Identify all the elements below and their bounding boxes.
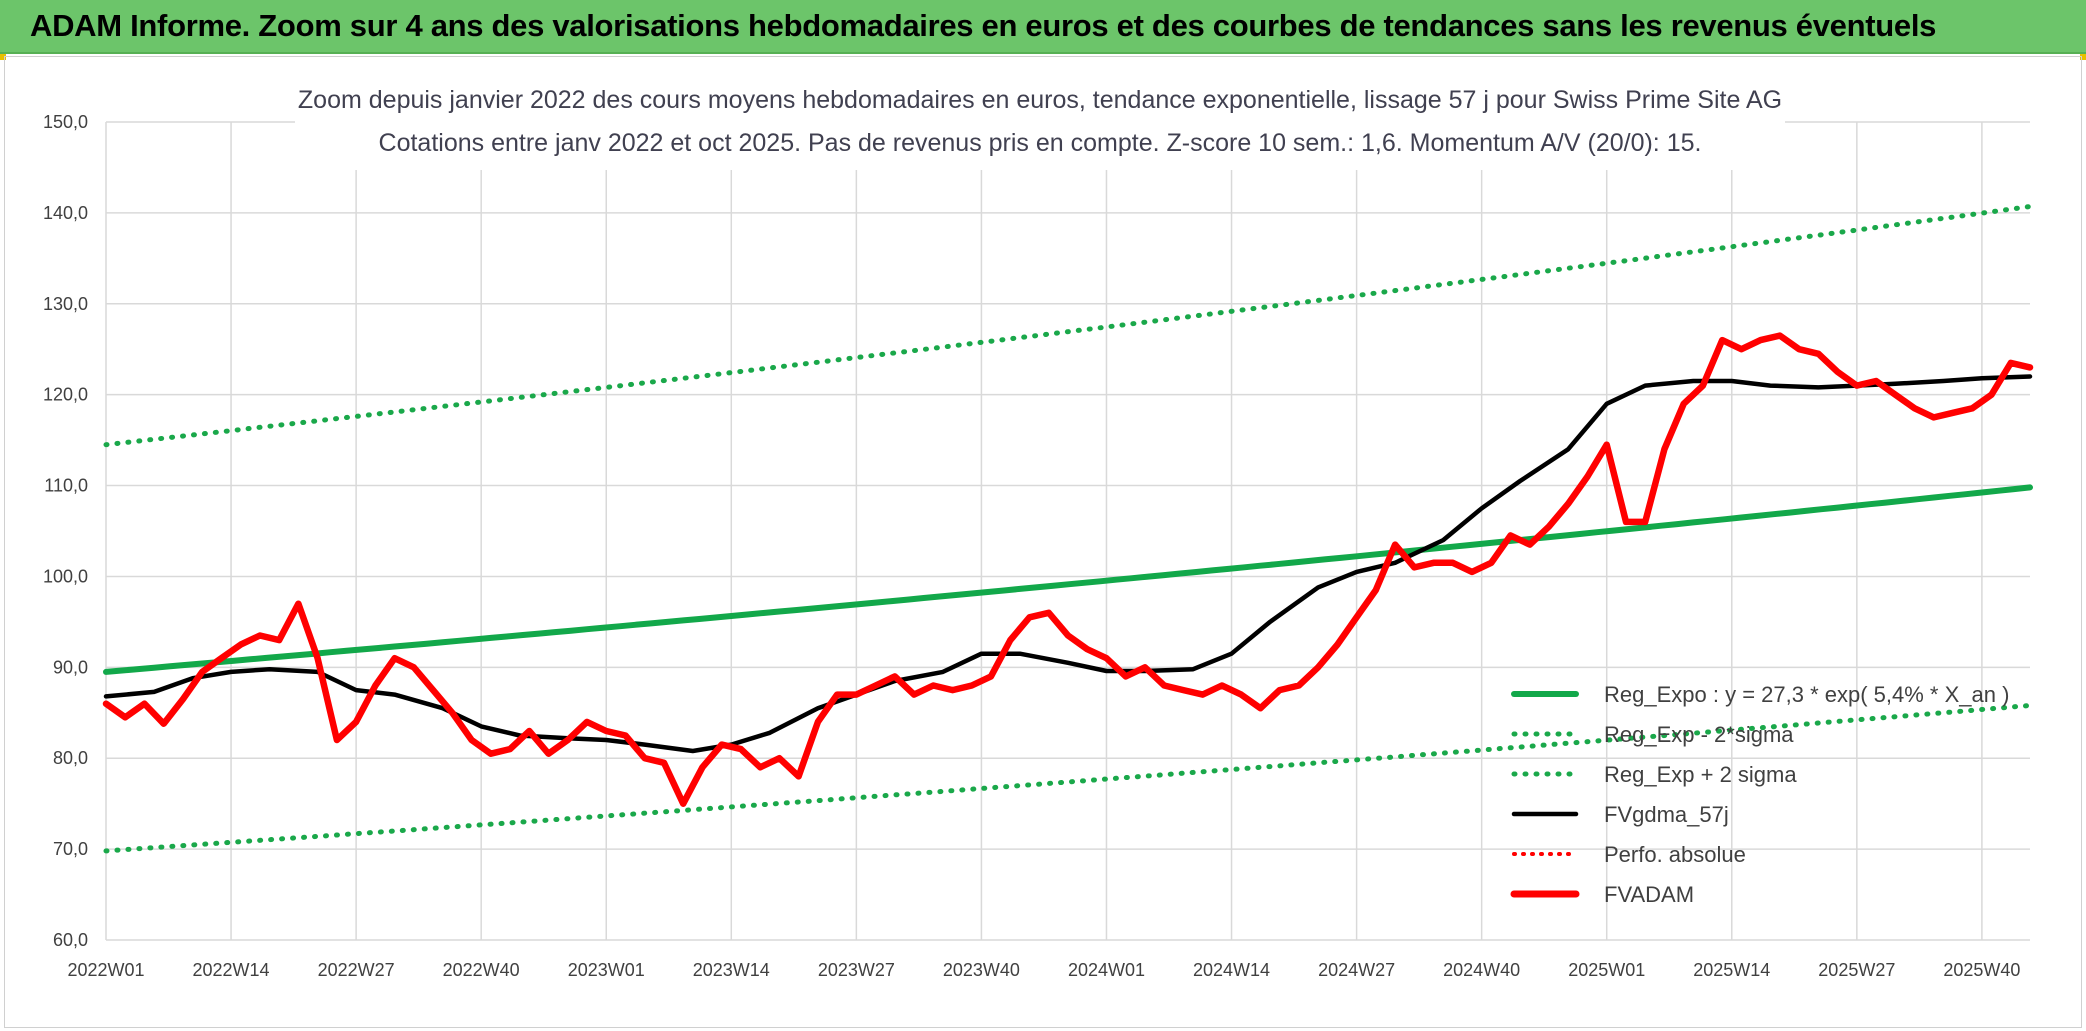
legend-label: Reg_Exp - 2*sigma [1604, 722, 1794, 747]
y-tick-label: 80,0 [53, 748, 88, 768]
x-tick-label: 2025W40 [1943, 960, 2020, 980]
chart-title: Zoom depuis janvier 2022 des cours moyen… [298, 86, 1782, 114]
title-banner: ADAM Informe. Zoom sur 4 ans des valoris… [0, 0, 2086, 54]
x-tick-label: 2023W01 [568, 960, 645, 980]
y-tick-label: 90,0 [53, 657, 88, 677]
y-tick-label: 70,0 [53, 839, 88, 859]
series-line [103, 204, 2033, 448]
legend-label: Perfo. absolue [1604, 842, 1746, 867]
x-tick-label: 2023W27 [818, 960, 895, 980]
y-tick-label: 150,0 [43, 112, 88, 132]
legend-label: Reg_Exp + 2 sigma [1604, 762, 1797, 787]
y-tick-label: 100,0 [43, 566, 88, 586]
chart-panel [4, 56, 2082, 1028]
page-title: ADAM Informe. Zoom sur 4 ans des valoris… [30, 8, 1937, 43]
x-tick-label: 2024W14 [1193, 960, 1270, 980]
legend-label: FVADAM [1604, 882, 1694, 907]
banner-corner-left [0, 54, 6, 60]
x-tick-label: 2022W01 [67, 960, 144, 980]
x-tick-label: 2022W40 [443, 960, 520, 980]
subtitle-background [295, 80, 1785, 170]
chart-series [102, 204, 2034, 854]
x-tick-label: 2025W27 [1818, 960, 1895, 980]
legend-label: FVgdma_57j [1604, 802, 1729, 827]
chart-subtitle: Cotations entre janv 2022 et oct 2025. P… [379, 129, 1702, 157]
x-tick-label: 2024W01 [1068, 960, 1145, 980]
series-line [103, 703, 2033, 854]
x-tick-label: 2025W14 [1693, 960, 1770, 980]
series-line [102, 332, 2034, 807]
y-tick-label: 140,0 [43, 203, 88, 223]
x-tick-label: 2025W01 [1568, 960, 1645, 980]
x-tick-label: 2023W40 [943, 960, 1020, 980]
y-tick-label: 130,0 [43, 294, 88, 314]
x-tick-label: 2023W14 [693, 960, 770, 980]
banner-corner-right [2080, 54, 2086, 60]
legend-label: Reg_Expo : y = 27,3 * exp( 5,4% * X_an ) [1604, 682, 2009, 707]
y-tick-label: 120,0 [43, 385, 88, 405]
y-tick-label: 110,0 [44, 476, 88, 496]
x-tick-label: 2022W14 [193, 960, 270, 980]
chart-legend: Reg_Expo : y = 27,3 * exp( 5,4% * X_an )… [1510, 682, 2009, 907]
y-tick-label: 60,0 [53, 930, 88, 950]
x-tick-label: 2022W27 [318, 960, 395, 980]
series-line [103, 484, 2033, 675]
x-axis-ticks: 2022W01 2022W14 2022W27 2022W40 2023W01 2023W… [67, 960, 2020, 980]
x-tick-label: 2024W27 [1318, 960, 1395, 980]
x-tick-label: 2024W40 [1443, 960, 1520, 980]
y-axis-ticks: 60,0 70,0 80,0 90,0 100,0 110,0 120,0 130,0 140,… [43, 112, 88, 950]
